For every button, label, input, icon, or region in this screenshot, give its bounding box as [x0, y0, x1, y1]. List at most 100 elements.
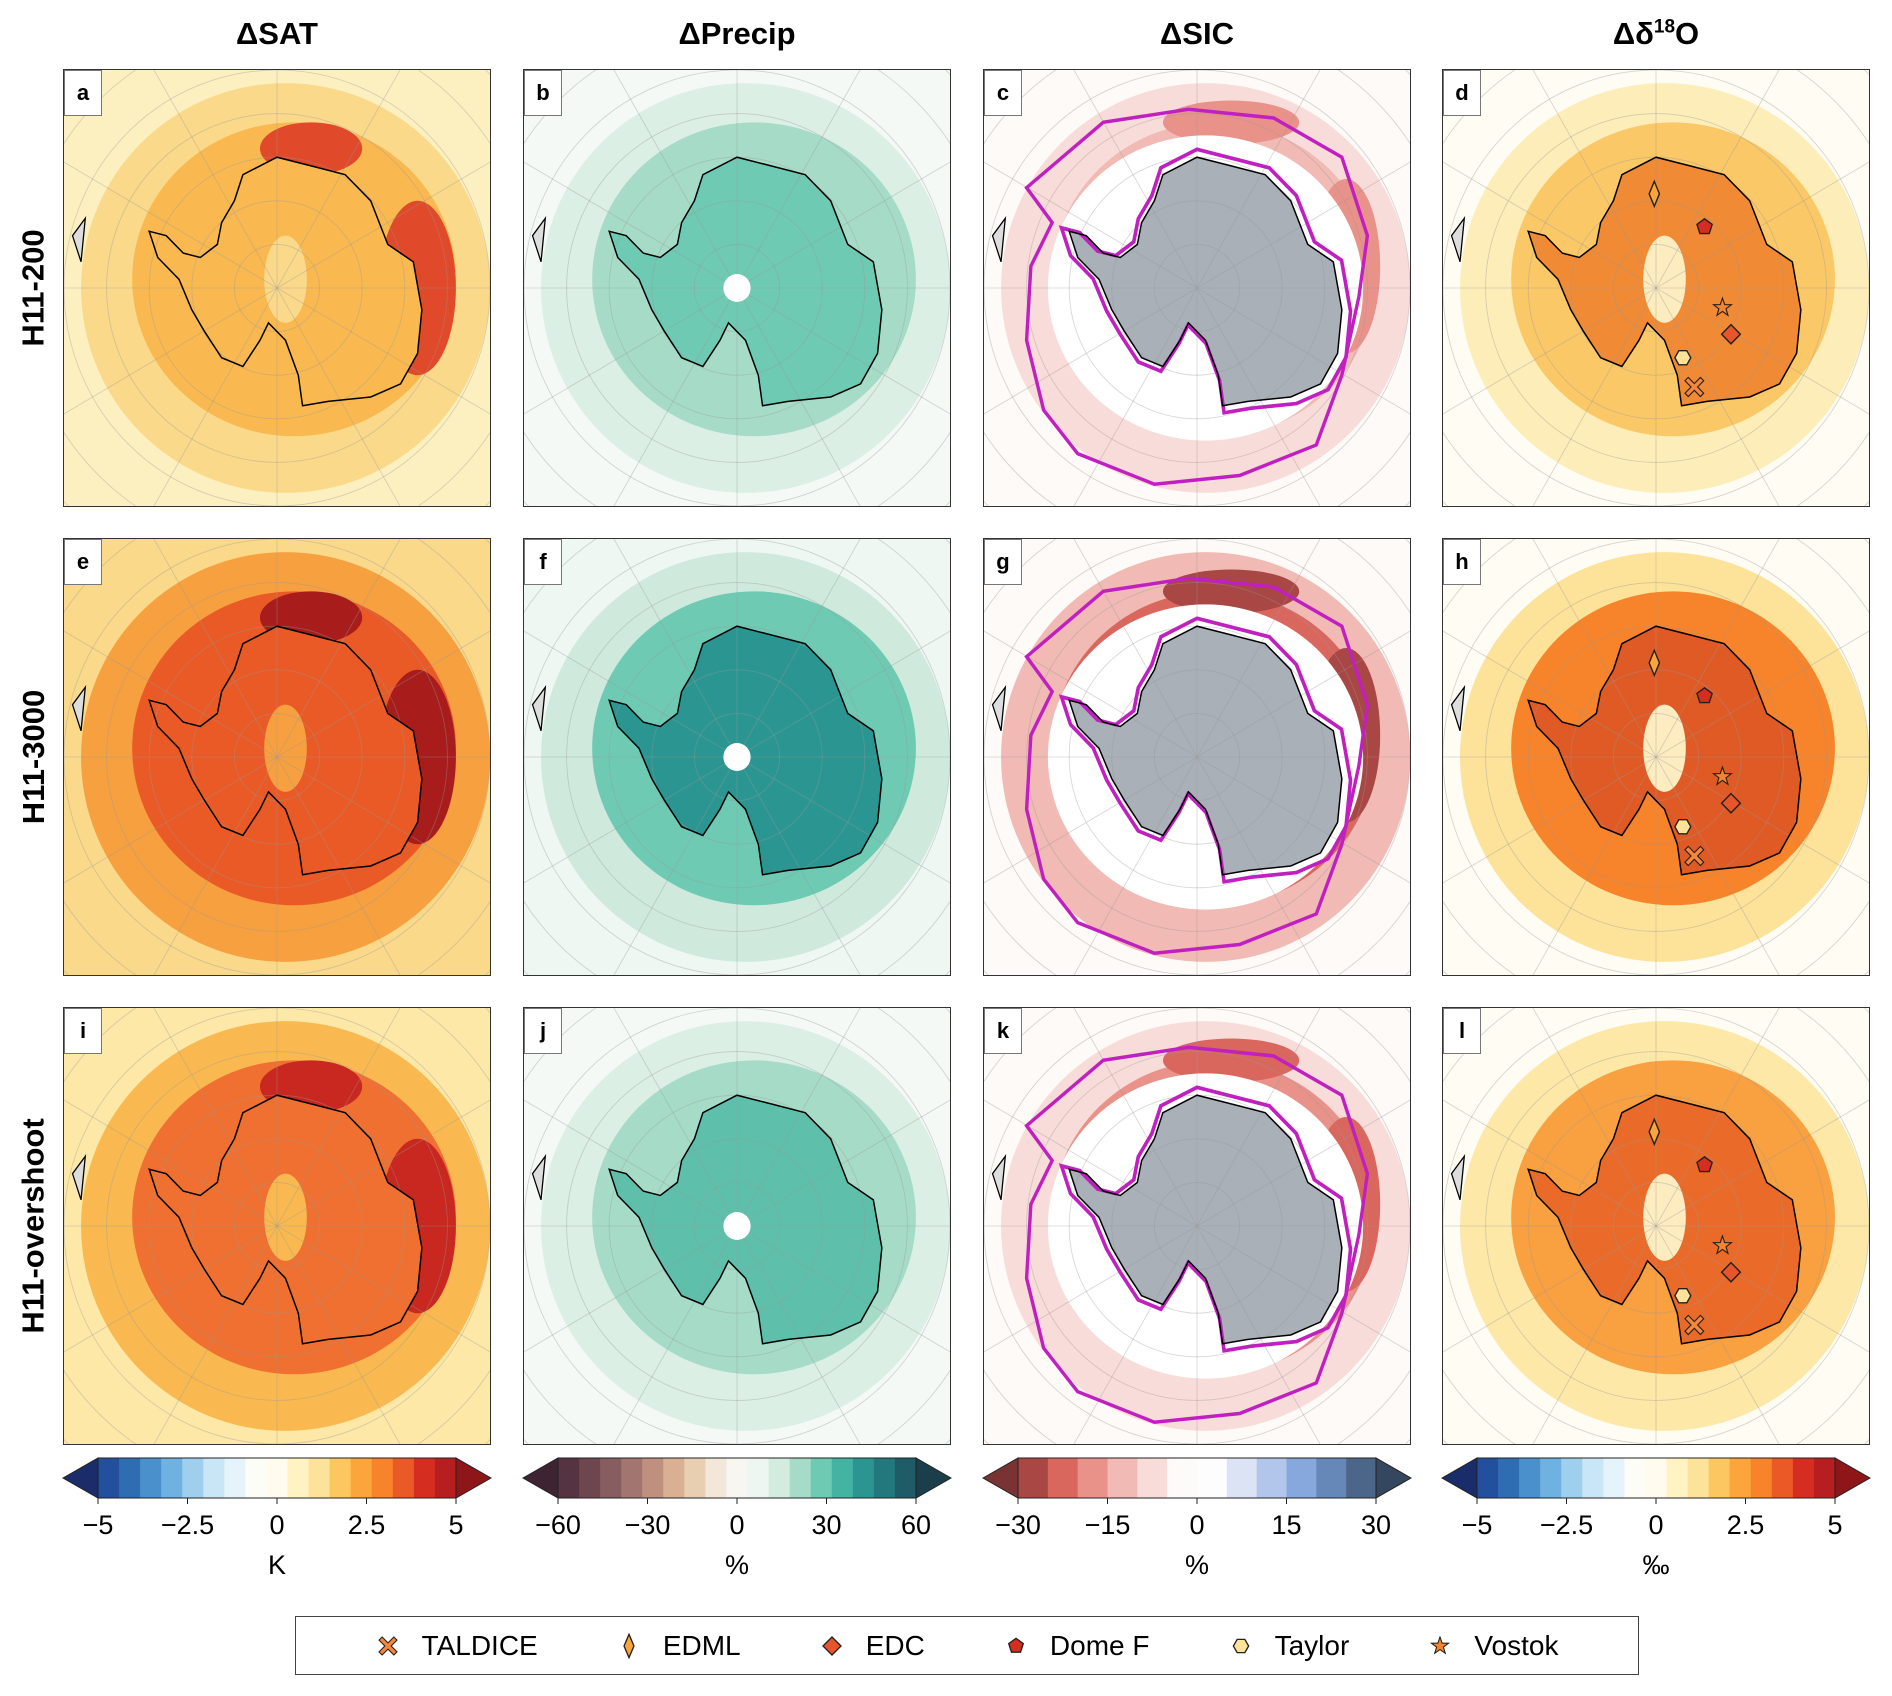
latitude-circle: [191, 1138, 363, 1314]
colorbar-unit: %: [724, 1550, 749, 1580]
colorbar-tick-label: −60: [535, 1510, 581, 1540]
pole-hole: [723, 1212, 751, 1240]
site-marker-taylor: [1674, 818, 1692, 835]
colorbar-min-extension: [521, 1457, 559, 1499]
legend-marker-icon: [1007, 1637, 1024, 1653]
colorbar-segment: [705, 1458, 727, 1498]
coastline: [1068, 625, 1343, 876]
colorbar-segment: [810, 1458, 833, 1498]
site-marker-taldice: [1684, 1314, 1705, 1336]
column-title-d18o: Δδ18O: [1612, 16, 1700, 51]
latitude-circle: [651, 200, 823, 376]
colorbar-segment: [1226, 1458, 1258, 1498]
meridian-line: [1073, 1008, 1321, 1444]
meridian-line: [1443, 1099, 1869, 1353]
legend-marker-icon: [1430, 1634, 1451, 1655]
colorbar-tick-label: −5: [1461, 1510, 1493, 1540]
meridian-line: [984, 161, 1410, 415]
latitude-circle: [106, 113, 448, 463]
colorbar-segment: [663, 1458, 685, 1498]
south-america-tip: [991, 1153, 1007, 1201]
antarctica-land: [1069, 157, 1342, 406]
map-panel-g: g: [983, 538, 1411, 976]
meridian-line: [1443, 1099, 1869, 1353]
map-panel-k: k: [983, 1007, 1411, 1445]
coastline: [148, 156, 423, 407]
panel-letter: g: [984, 539, 1022, 585]
legend-item-dome-f: Dome F: [1004, 1630, 1150, 1662]
colorbar-segment: [1603, 1458, 1625, 1498]
column-title-sic: ΔSIC: [1160, 16, 1234, 51]
colorbar-max-extension: [915, 1457, 953, 1499]
colorbar-segment: [1286, 1458, 1317, 1498]
latitude-circle: [191, 669, 363, 845]
coastline: [608, 625, 883, 876]
legend-label: Vostok: [1474, 1629, 1559, 1661]
colorbar-segment: [371, 1458, 394, 1498]
colorbar-max-extension: [1834, 1457, 1872, 1499]
legend-item-edml: EDML: [617, 1630, 741, 1662]
row-label-h11-overshoot: H11-overshoot: [16, 1118, 51, 1334]
pole-hole: [723, 743, 751, 771]
map-panel-f: f: [523, 538, 951, 976]
colorbar-segment: [287, 1458, 310, 1498]
meridian-line: [1532, 1008, 1780, 1444]
colorbar-segment: [1771, 1458, 1794, 1498]
meridian-line: [153, 1008, 401, 1444]
colorbar-tick-label: 30: [1360, 1510, 1392, 1540]
colorbar-segment: [579, 1458, 601, 1498]
latitude-circle: [106, 582, 448, 932]
colorbar-tick-label: 0: [1189, 1510, 1205, 1540]
colorbar-segment: [182, 1458, 204, 1498]
colorbar-segment: [558, 1458, 580, 1498]
meridian-line: [1443, 161, 1869, 415]
colorbar-segment: [203, 1458, 225, 1498]
sic-colorbar: −30 −15 0 15 30%: [981, 1452, 1413, 1580]
colorbar-tick-label: 60: [900, 1510, 932, 1540]
site-marker-taldice: [1684, 376, 1705, 398]
colorbar-tick-label: −15: [1084, 1510, 1131, 1540]
south-america-tip: [71, 1153, 87, 1201]
coastline: [1527, 1094, 1802, 1345]
colorbar-segment: [852, 1458, 875, 1498]
pole-hole: [723, 274, 751, 302]
interior-anomaly: [1643, 704, 1686, 792]
south-america-tip: [1450, 215, 1466, 263]
colorbar-segment: [224, 1458, 246, 1498]
colorbar-segment: [1624, 1458, 1646, 1498]
colorbar-min-extension: [1440, 1457, 1478, 1499]
colorbar-segment: [140, 1458, 162, 1498]
meridian-line: [1073, 70, 1321, 506]
latitude-circle: [566, 1051, 908, 1401]
colorbar-min-extension: [981, 1457, 1019, 1499]
colorbar-tick-label: 0: [269, 1510, 285, 1540]
colorbar-unit: ‰: [1642, 1550, 1670, 1580]
latitude-circle: [566, 113, 908, 463]
latitude-circle: [1111, 669, 1283, 845]
colorbar-tick-label: 2.5: [1726, 1510, 1765, 1540]
legend-item-vostok: Vostok: [1428, 1630, 1558, 1662]
site-marker-vostok: [1711, 765, 1733, 786]
colorbar-segment: [1750, 1458, 1773, 1498]
meridian-line: [1532, 70, 1780, 506]
site-marker-dome-f: [1696, 686, 1713, 704]
colorbar-tick-label: 30: [811, 1510, 842, 1540]
panel-letter: d: [1443, 70, 1481, 116]
colorbar-segment: [1107, 1458, 1138, 1498]
colorbar-segment: [789, 1458, 812, 1498]
colorbar-segment: [1687, 1458, 1710, 1498]
site-marker-taylor: [1674, 349, 1692, 366]
meridian-line: [153, 539, 401, 975]
meridian-line: [64, 630, 490, 884]
map-panel-h: h: [1442, 538, 1870, 976]
colorbar-segment: [1666, 1458, 1689, 1498]
latitude-circle: [191, 200, 363, 376]
colorbar-segment: [1137, 1458, 1168, 1498]
interior-anomaly: [264, 235, 307, 323]
colorbar-segment: [119, 1458, 141, 1498]
colorbar-segment: [434, 1458, 457, 1498]
latitude-circle: [1026, 113, 1368, 463]
legend-label: EDML: [662, 1629, 741, 1661]
coastline: [608, 1094, 883, 1345]
